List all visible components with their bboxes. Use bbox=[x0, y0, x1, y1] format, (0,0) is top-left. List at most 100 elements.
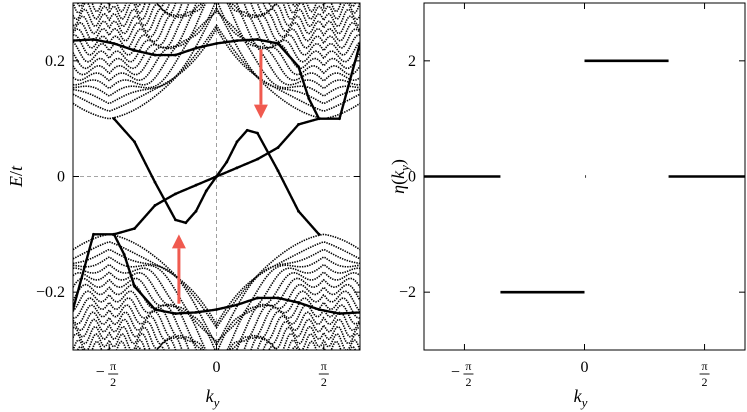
x-label-main: k bbox=[574, 386, 583, 406]
edge-state-point bbox=[153, 53, 157, 57]
bulk-band-curve bbox=[73, 304, 360, 350]
edge-state-point bbox=[276, 42, 280, 45]
edge-state-point bbox=[276, 296, 280, 300]
edge-state-point bbox=[235, 166, 239, 170]
edge-state-point bbox=[112, 117, 116, 121]
edge-state-point bbox=[245, 128, 249, 132]
bulk-band-curve bbox=[73, 283, 360, 350]
x-label-sub: y bbox=[580, 395, 588, 410]
edge-state-point bbox=[317, 117, 321, 121]
x-tick-label-fraction: π2 bbox=[318, 359, 329, 389]
edge-state-point bbox=[276, 146, 280, 149]
edge-state-curve bbox=[73, 233, 360, 315]
edge-state-point bbox=[297, 65, 300, 69]
y-tick-label: 0.2 bbox=[45, 53, 65, 70]
x-tick-label-fraction: π2 bbox=[699, 359, 710, 389]
edge-state-point bbox=[133, 49, 136, 52]
edge-state-point bbox=[174, 218, 177, 222]
x-axis-label: ky bbox=[574, 386, 588, 410]
edge-state-curve bbox=[73, 38, 360, 120]
edge-state-point bbox=[276, 169, 280, 173]
y-label-close: ) bbox=[388, 159, 409, 165]
bulk-band-curve bbox=[73, 23, 360, 120]
x-tick-denominator: 2 bbox=[702, 375, 708, 389]
edge-state-point bbox=[225, 160, 229, 164]
edge-state-point bbox=[174, 53, 177, 57]
edge-state-point bbox=[153, 204, 157, 207]
x-tick-sign: − bbox=[96, 364, 105, 381]
y-label-tail: t bbox=[6, 165, 26, 171]
edge-state-point bbox=[174, 192, 177, 196]
edge-state-point bbox=[297, 301, 300, 304]
bulk-band-curve bbox=[73, 263, 360, 350]
edge-state-point bbox=[215, 42, 218, 45]
edge-state-point bbox=[317, 232, 321, 236]
edge-state-point bbox=[194, 46, 198, 50]
edge-state-point bbox=[215, 308, 218, 311]
y-tick-label: −0.2 bbox=[36, 284, 65, 301]
edge-state-point bbox=[215, 175, 218, 178]
edge-state-point bbox=[122, 253, 126, 256]
edge-state-point bbox=[174, 312, 177, 315]
y-label-main: η bbox=[388, 185, 408, 194]
x-tick-numerator: π bbox=[702, 359, 708, 373]
edge-state-point bbox=[256, 131, 259, 135]
bulk-band-curve bbox=[73, 3, 360, 35]
y-tick-label: 2 bbox=[408, 53, 416, 70]
edge-state-point bbox=[112, 42, 116, 45]
bulk-band-curve bbox=[73, 233, 360, 330]
edge-state-point bbox=[338, 117, 341, 121]
x-tick-denominator: 2 bbox=[110, 375, 116, 389]
y-label-sep: / bbox=[6, 171, 26, 176]
edge-state-point bbox=[256, 38, 259, 41]
edge-state-point bbox=[112, 232, 116, 236]
edge-state-point bbox=[133, 140, 136, 144]
red-arrow-up bbox=[171, 234, 186, 249]
edge-state-point bbox=[153, 180, 157, 184]
y-tick-label: 0 bbox=[57, 169, 65, 186]
y-label-main: E bbox=[6, 176, 26, 188]
x-tick-label-fraction: − π 2 bbox=[96, 359, 119, 389]
plot-area bbox=[424, 59, 745, 294]
y-axis-label: E/t bbox=[6, 165, 26, 188]
x-label-sub: y bbox=[212, 395, 220, 410]
edge-state-point bbox=[194, 183, 198, 187]
y-label-open: ( bbox=[388, 179, 409, 185]
x-tick-label: 0 bbox=[581, 359, 589, 376]
edge-state-point bbox=[194, 311, 198, 314]
bulk-band-curve bbox=[73, 333, 360, 350]
bulk-band-curve bbox=[73, 3, 360, 70]
edge-state-point bbox=[256, 296, 259, 300]
plot-area bbox=[73, 3, 360, 350]
bulk-band-curve bbox=[73, 277, 360, 350]
edge-state-point bbox=[133, 227, 136, 230]
x-tick-numerator: π bbox=[110, 359, 116, 373]
x-tick-denominator: 2 bbox=[321, 375, 327, 389]
y-label-arg: k bbox=[388, 170, 408, 179]
bulk-band-curve bbox=[73, 26, 360, 112]
bulk-band-curve bbox=[73, 3, 360, 56]
x-axis-label: ky bbox=[206, 386, 220, 410]
bulk-bands bbox=[73, 3, 360, 350]
bulk-band-curve bbox=[73, 290, 360, 350]
x-tick-sign: − bbox=[451, 364, 460, 381]
edge-state-point bbox=[184, 221, 188, 225]
bulk-band-curve bbox=[73, 271, 360, 350]
y-tick-label: 0 bbox=[408, 169, 416, 186]
edge-state-point bbox=[297, 123, 300, 126]
bulk-band-curve bbox=[73, 318, 360, 350]
edge-state-point bbox=[235, 303, 239, 307]
bulk-band-curve bbox=[73, 3, 360, 90]
edge-state-point bbox=[133, 284, 136, 288]
edge-state-point bbox=[92, 232, 95, 236]
bulk-band-curve bbox=[73, 9, 360, 97]
bulk-band-curve bbox=[73, 3, 360, 76]
bulk-band-curve bbox=[73, 256, 360, 344]
bulk-band-curve bbox=[73, 297, 360, 350]
edge-state-point bbox=[297, 209, 300, 213]
edge-state-point bbox=[235, 39, 239, 42]
edge-state-point bbox=[194, 209, 198, 213]
edge-state-point bbox=[92, 38, 95, 41]
